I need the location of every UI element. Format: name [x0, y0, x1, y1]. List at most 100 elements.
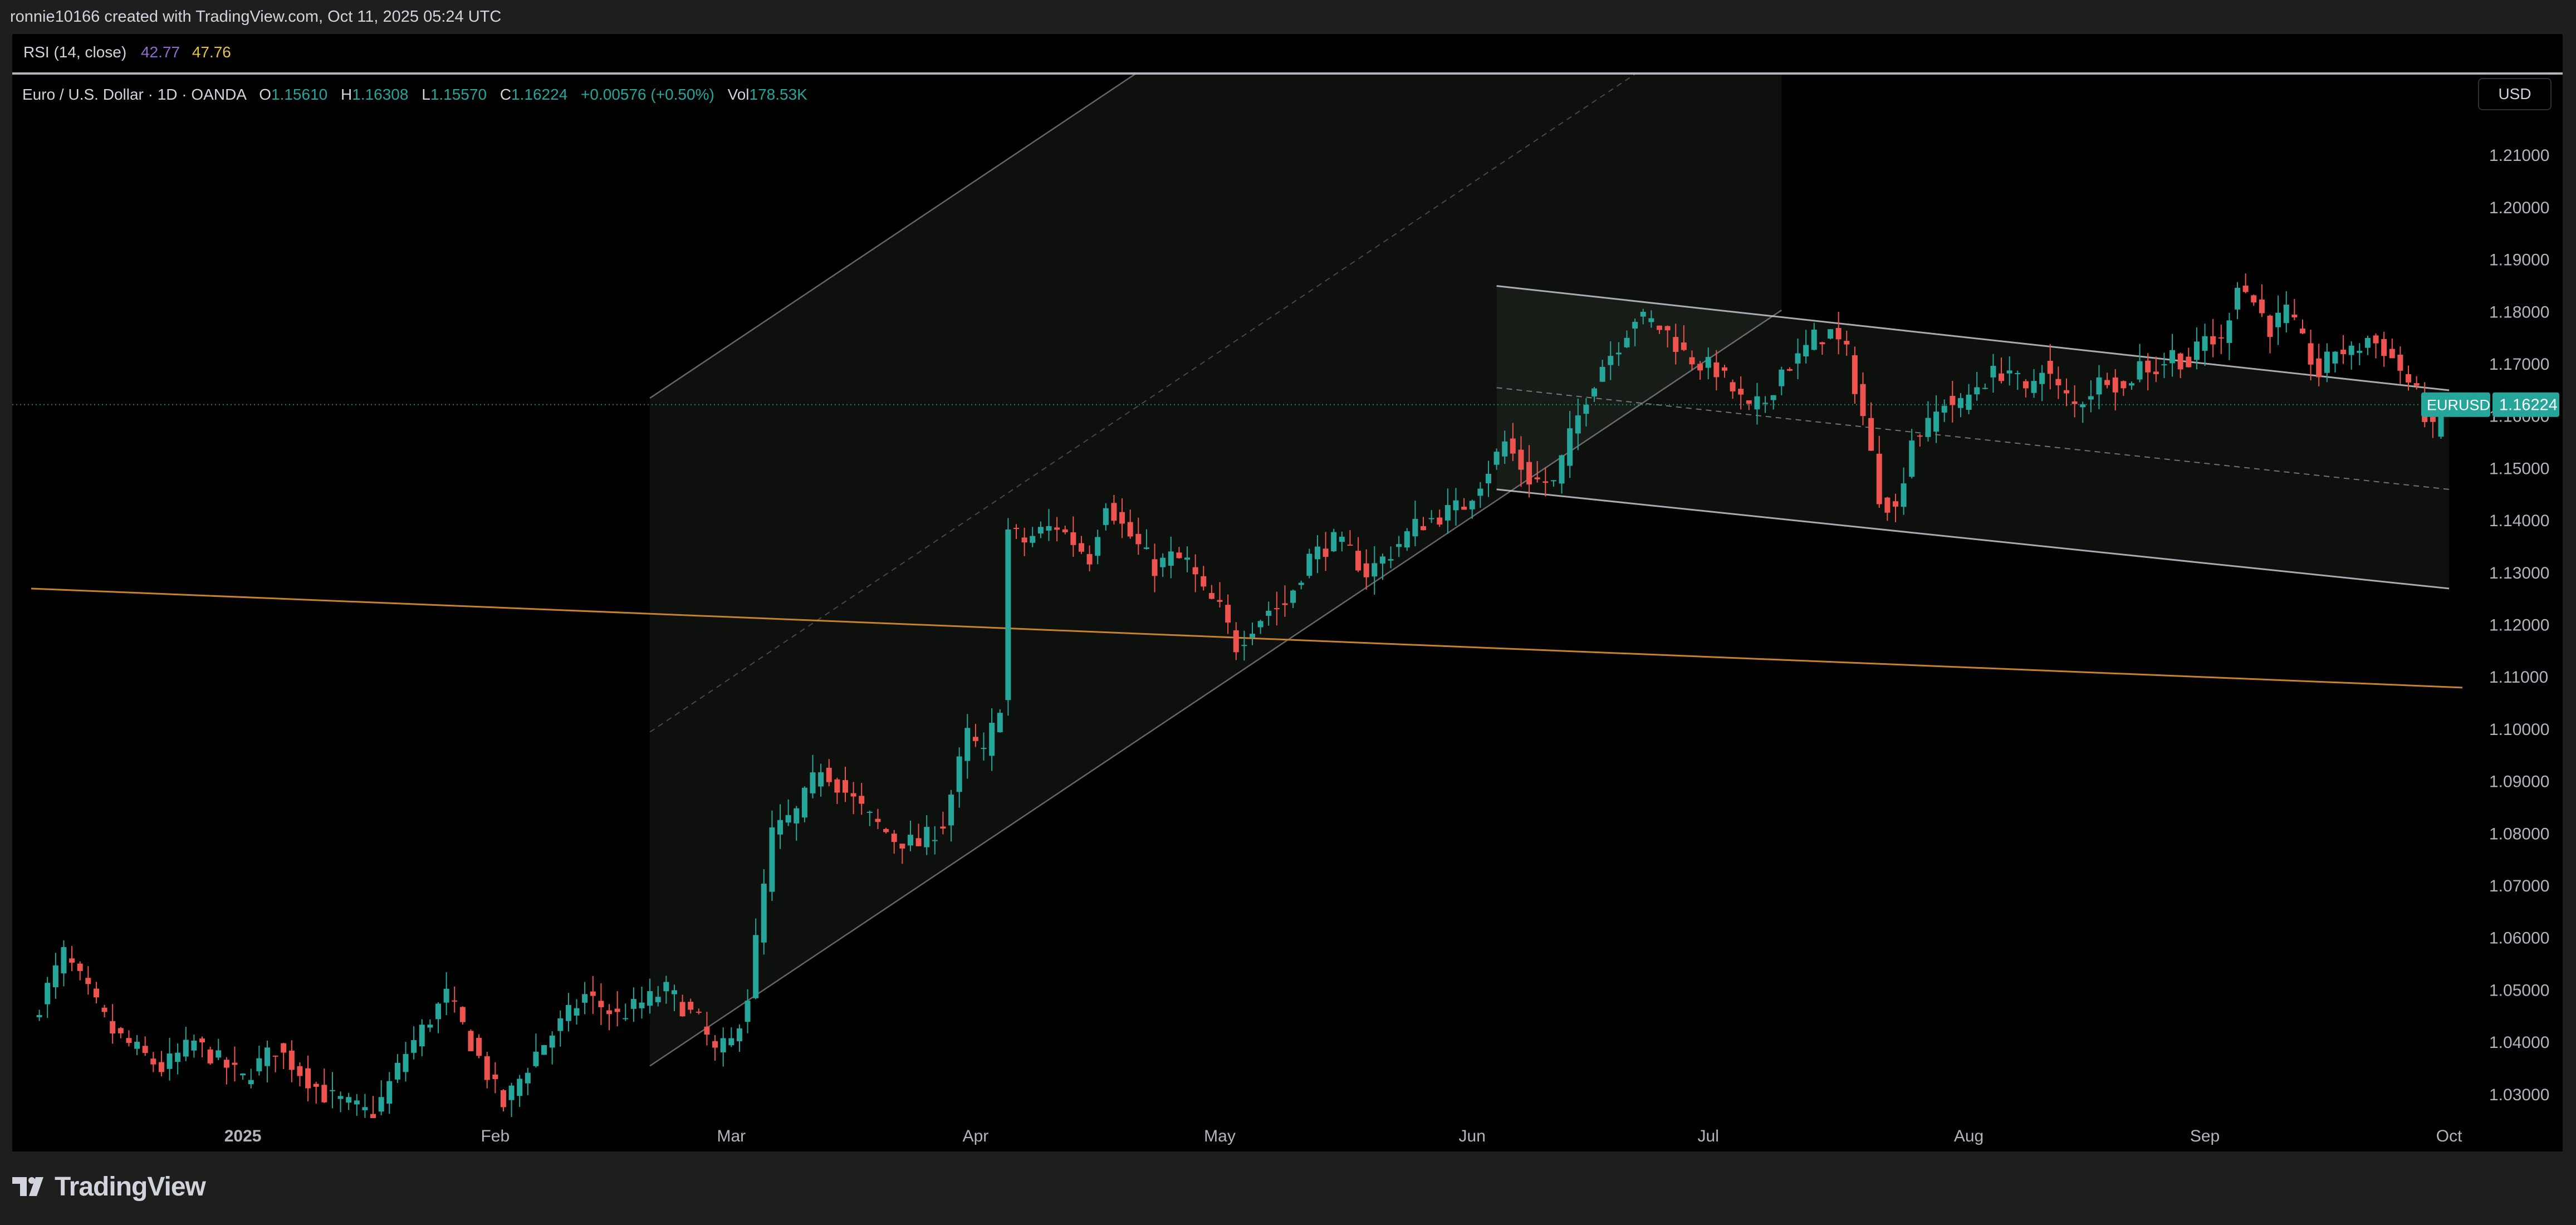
candle-body: [362, 1107, 368, 1110]
rsi-legend[interactable]: RSI (14, close) 42.77 47.76: [23, 43, 231, 61]
candle-body: [1070, 532, 1076, 545]
candle-body: [574, 1008, 580, 1016]
candle-body: [1453, 500, 1459, 511]
candle-body: [2340, 350, 2347, 355]
candle-body: [117, 1028, 124, 1033]
candle-body: [256, 1058, 262, 1071]
candle-body: [492, 1074, 498, 1079]
candle-body: [2364, 337, 2371, 348]
currency-button[interactable]: USD: [2478, 78, 2551, 110]
candle-body: [1111, 503, 1117, 521]
candle-body: [1217, 600, 1223, 602]
price-tick-label: 1.14000: [2489, 512, 2549, 530]
candle-body: [1583, 404, 1589, 414]
candle-body: [769, 827, 775, 892]
candle-body: [1868, 418, 1874, 451]
candle-body: [2267, 316, 2273, 337]
candle-body: [2251, 295, 2257, 303]
candle-body: [1999, 373, 2005, 381]
candle-body: [158, 1062, 164, 1072]
candle-body: [1257, 621, 1263, 628]
candle-body: [1738, 389, 1744, 395]
candle-body: [199, 1038, 205, 1043]
time-tick-label: 2025: [224, 1127, 262, 1145]
candle-body: [85, 978, 91, 984]
candle-body: [1990, 366, 1996, 378]
candle-body: [736, 1028, 742, 1042]
candle-body: [1950, 395, 1956, 405]
candle-body: [1933, 411, 1940, 432]
candle-body: [2308, 343, 2314, 365]
candle-body: [2169, 350, 2176, 364]
candle-body: [630, 999, 636, 1009]
candle-body: [850, 793, 856, 797]
high-key: H: [341, 86, 352, 103]
candle-body: [1323, 548, 1329, 557]
candle-body: [549, 1035, 555, 1048]
candle-body: [1909, 440, 1915, 477]
candle-body: [1673, 337, 1679, 352]
down-channel-fill: [1496, 286, 2450, 589]
time-tick-label: May: [1204, 1127, 1236, 1145]
price-tick-label: 1.15000: [2489, 459, 2549, 478]
candle-body: [142, 1046, 148, 1053]
candle-body: [1811, 329, 1817, 350]
candle-body: [1314, 546, 1320, 560]
price-tag: [2492, 392, 2559, 417]
candle-body: [2071, 401, 2078, 404]
candle-body: [1037, 527, 1044, 534]
candle-body: [1095, 537, 1101, 556]
open-key: O: [259, 86, 271, 103]
candle-body: [1103, 508, 1109, 525]
tradingview-logo[interactable]: TradingView: [12, 1172, 206, 1202]
candle-body: [1884, 497, 1891, 513]
symbol-legend[interactable]: Euro / U.S. Dollar · 1D · OANDA O1.15610…: [22, 86, 807, 104]
candle-body: [2259, 299, 2265, 313]
pane-separator[interactable]: [12, 72, 2563, 75]
candle-body: [337, 1096, 344, 1099]
candle-body: [1388, 559, 1394, 561]
candle-body: [843, 780, 848, 793]
candle-body: [688, 1002, 694, 1010]
price-tick-label: 1.07000: [2489, 877, 2549, 895]
candle-body: [1347, 545, 1353, 546]
close-key: C: [499, 86, 512, 103]
candle-body: [1730, 382, 1736, 391]
price-tag-label: 1.16224: [2499, 396, 2558, 414]
candle-body: [1974, 387, 1980, 395]
candle-body: [1201, 576, 1207, 587]
time-tick-label: Apr: [963, 1127, 989, 1145]
volume-key: Vol: [727, 86, 750, 103]
candle-body: [997, 713, 1003, 732]
candle-body: [378, 1097, 384, 1112]
candle-body: [1591, 388, 1598, 396]
candle-body: [166, 1054, 173, 1069]
candle-body: [915, 838, 922, 846]
candle-body: [2242, 285, 2249, 292]
symbol-tag: [2421, 392, 2490, 417]
candle-body: [826, 767, 832, 782]
candle-body: [1444, 505, 1451, 521]
candle-body: [2031, 381, 2037, 393]
time-tick-label: Oct: [2436, 1127, 2462, 1145]
rsi-pane[interactable]: RSI (14, close) 42.77 47.76: [12, 34, 2563, 74]
price-tick-label: 1.05000: [2489, 981, 2549, 999]
price-tick-label: 1.03000: [2489, 1086, 2549, 1104]
price-chart[interactable]: 1.220001.210001.200001.190001.180001.170…: [12, 75, 2563, 1152]
rsi-value: 42.77: [140, 43, 180, 61]
candle-body: [1835, 328, 1842, 340]
price-tick-label: 1.12000: [2489, 616, 2549, 635]
candle-body: [940, 826, 946, 829]
candle-body: [1819, 342, 1825, 345]
candle-body: [346, 1097, 352, 1103]
candle-body: [1404, 531, 1410, 548]
candle-body: [207, 1049, 213, 1064]
candle-body: [2177, 353, 2183, 370]
candle-body: [875, 819, 881, 822]
candle-body: [1062, 529, 1068, 532]
candle-body: [394, 1062, 400, 1080]
candle-body: [785, 815, 791, 823]
symbol-title[interactable]: Euro / U.S. Dollar · 1D · OANDA: [22, 86, 246, 103]
price-pane[interactable]: 1.220001.210001.200001.190001.180001.170…: [12, 75, 2563, 1152]
time-tick-label: Jun: [1459, 1127, 1486, 1145]
